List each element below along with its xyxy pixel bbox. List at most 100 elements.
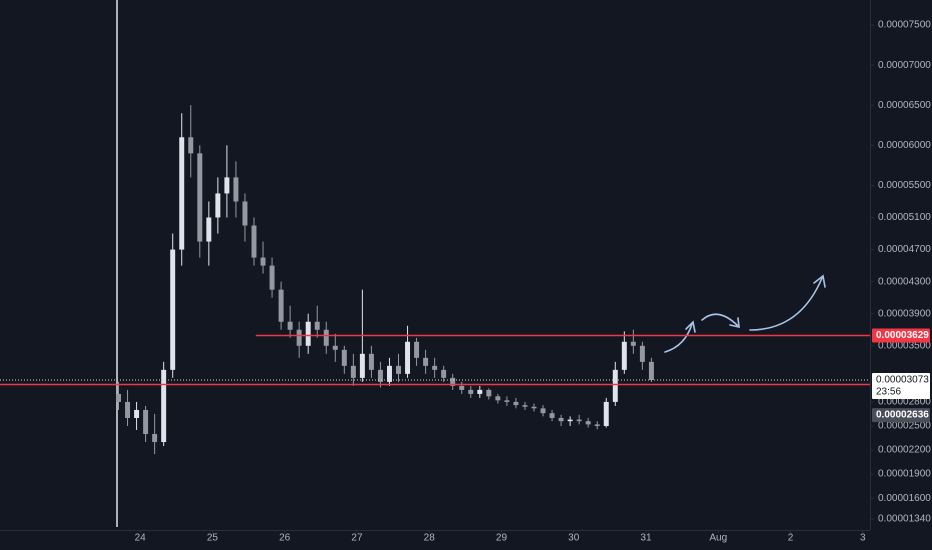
forecast-arrows	[664, 274, 826, 353]
current-price-box	[872, 373, 930, 400]
candle	[576, 414, 582, 425]
candle	[648, 357, 654, 382]
candle-body	[513, 401, 519, 406]
y-tick-label: 0.00007000	[878, 60, 931, 71]
candle-body	[477, 389, 483, 394]
candle	[116, 381, 121, 410]
candle-body	[495, 396, 501, 401]
candle	[350, 353, 356, 386]
arrow	[749, 277, 823, 331]
x-tick-label: 27	[351, 533, 363, 544]
y-tick-label: 0.00005100	[878, 212, 931, 223]
candle	[585, 417, 591, 428]
y-tick-label: 0.00004300	[878, 276, 931, 287]
candle	[495, 393, 501, 404]
y-tick-label: 0.00001600	[878, 493, 931, 504]
candle-body	[405, 341, 411, 374]
candle-body	[549, 413, 555, 418]
x-tick-label: 25	[207, 533, 219, 544]
candle-body	[504, 400, 510, 402]
candle	[531, 403, 537, 412]
candle-body	[558, 417, 564, 422]
x-tick-label: 31	[640, 533, 652, 544]
candle-body	[522, 405, 528, 407]
candle-body	[414, 341, 420, 358]
candle	[152, 413, 158, 455]
x-tick-label: 28	[424, 533, 436, 544]
candle-body	[179, 137, 185, 250]
y-tick-label: 0.00006000	[878, 140, 931, 151]
candle-body	[116, 393, 121, 402]
y-tick-label: 0.00007500	[878, 20, 931, 31]
candle-body	[432, 365, 438, 370]
candle	[386, 357, 392, 386]
candle-body	[368, 353, 374, 370]
candle-body	[359, 353, 365, 378]
candle	[161, 361, 167, 447]
y-tick-label: 0.00001340	[878, 514, 931, 525]
candle-body	[396, 365, 401, 374]
candle	[224, 145, 230, 218]
candle	[206, 201, 212, 266]
candle-body	[468, 389, 474, 394]
candle-body	[603, 401, 609, 426]
candle	[603, 397, 609, 428]
x-tick-label: 24	[135, 533, 147, 544]
candle	[414, 337, 420, 366]
candle-body	[341, 349, 347, 366]
candle	[296, 321, 302, 358]
candle-body	[152, 434, 158, 443]
candle-body	[423, 357, 429, 366]
candle	[332, 333, 338, 362]
candle	[504, 396, 510, 406]
arrow-head	[729, 317, 740, 329]
y-tick-label: 0.00002500	[878, 421, 931, 432]
candle	[233, 161, 239, 218]
candle-body	[612, 369, 618, 402]
candle	[423, 349, 429, 374]
arrow-head	[813, 274, 826, 288]
candle	[170, 233, 176, 378]
candle-body	[287, 321, 293, 330]
candle-body	[242, 201, 248, 226]
candle-body	[125, 401, 131, 418]
candle	[305, 313, 311, 354]
y-tick-label: 0.00006500	[878, 100, 931, 111]
x-tick-label: 29	[496, 533, 508, 544]
candle-body	[296, 329, 302, 346]
candle	[468, 385, 474, 398]
candle-body	[188, 137, 194, 154]
candle-body	[278, 289, 284, 322]
arrow	[701, 313, 739, 327]
candle	[558, 414, 564, 426]
price-label: 0.00003629	[876, 330, 929, 341]
current-price-label: 0.00003073	[876, 375, 929, 386]
candle-body	[161, 369, 167, 443]
x-tick-label: Aug	[709, 533, 727, 544]
candle	[513, 397, 519, 409]
y-tick-label: 0.00001900	[878, 469, 931, 480]
price-label-box	[872, 328, 930, 343]
candle	[477, 385, 483, 398]
candle	[188, 105, 194, 178]
candle	[314, 305, 320, 338]
candle	[540, 405, 546, 417]
candle-body	[386, 365, 392, 382]
candle	[269, 257, 275, 298]
x-tick-label: 30	[568, 533, 580, 544]
candle	[594, 421, 600, 430]
candle-body	[170, 249, 176, 370]
candle-body	[269, 265, 275, 290]
candle-body	[630, 341, 636, 346]
arrow-head	[685, 320, 696, 333]
candle-body	[233, 177, 239, 202]
candle-body	[206, 217, 212, 242]
candle	[405, 325, 411, 378]
candle	[134, 401, 140, 431]
candle-body	[567, 419, 573, 422]
candle	[639, 341, 645, 370]
candle	[567, 416, 573, 426]
candle	[549, 409, 555, 422]
candle	[368, 345, 374, 378]
